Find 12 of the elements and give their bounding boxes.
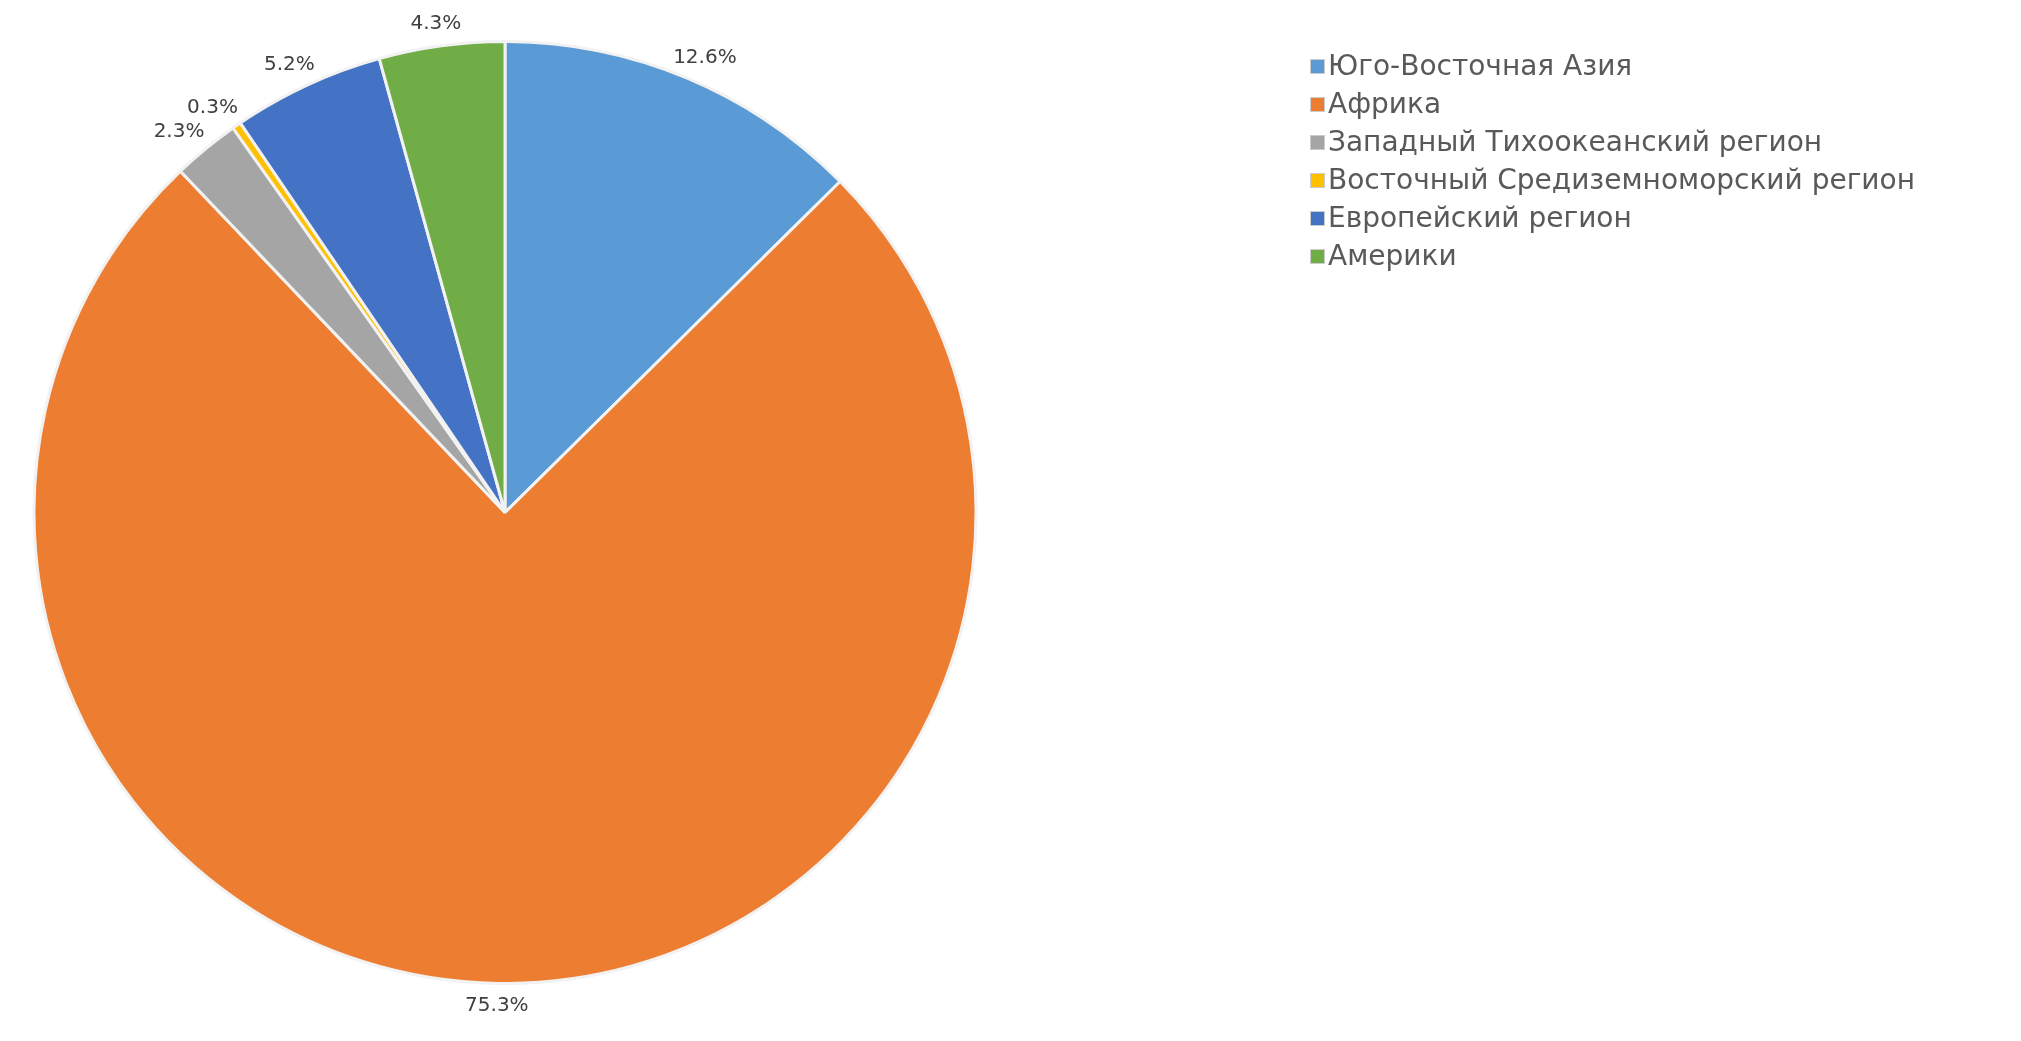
data-label: 4.3%	[410, 10, 462, 35]
data-label: 2.3%	[153, 117, 205, 142]
data-label: 0.3%	[187, 93, 238, 118]
data-label: 75.3%	[465, 991, 529, 1016]
legend-label: Африка	[1328, 86, 1442, 122]
data-label: 12.6%	[673, 43, 737, 68]
legend-label: Европейский регион	[1328, 200, 1632, 236]
legend-label: Юго-Восточная Азия	[1328, 48, 1633, 84]
legend-label: Западный Тихоокеанский регион	[1328, 124, 1823, 160]
data-label: 5.2%	[263, 51, 315, 76]
legend-label: Восточный Средиземноморский регион	[1328, 162, 1915, 198]
legend-label: Америки	[1328, 238, 1457, 274]
